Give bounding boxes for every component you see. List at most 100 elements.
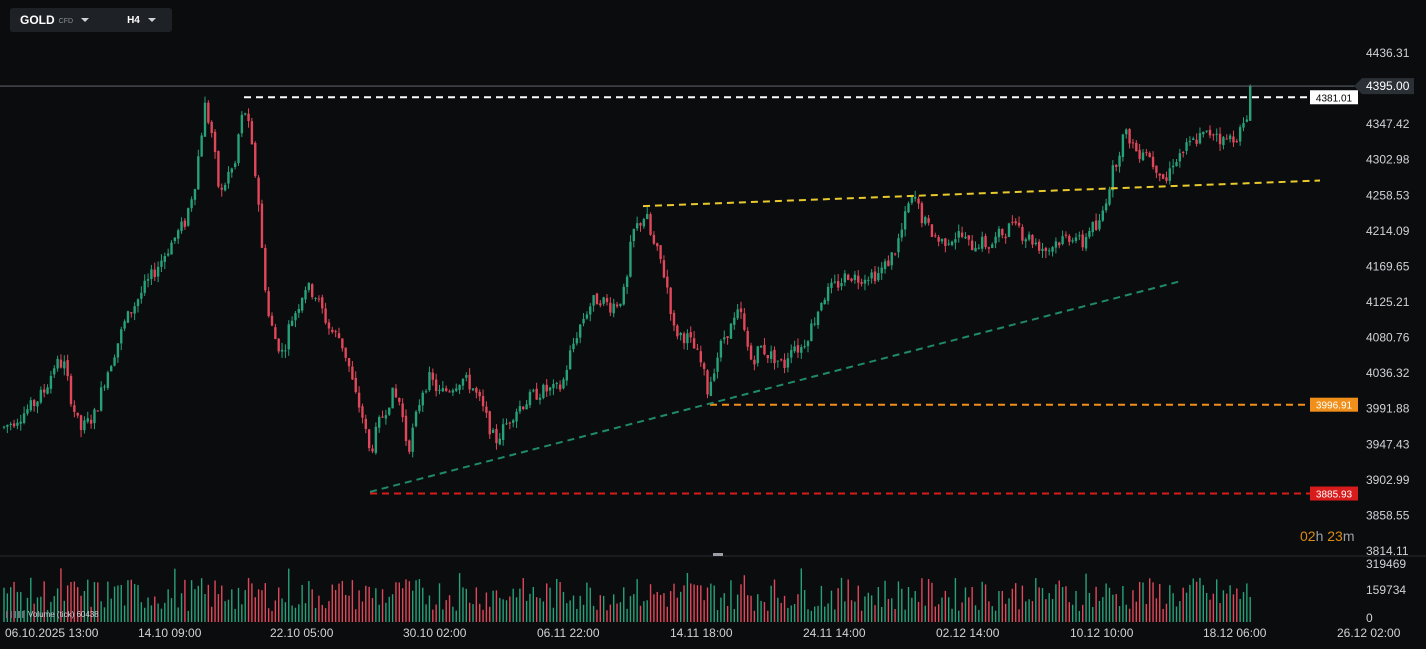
support-orange-tag-label: 3996.91 — [1316, 401, 1353, 412]
volume-bar — [917, 601, 920, 622]
candle-body — [1175, 162, 1178, 167]
volume-bar — [616, 603, 618, 622]
candle-body — [743, 313, 746, 330]
volume-bar — [867, 592, 869, 622]
candle-body — [1148, 153, 1151, 158]
candle-body — [890, 252, 893, 266]
candle-body — [364, 418, 367, 429]
candle-body — [589, 306, 592, 315]
timeframe-selector[interactable]: H4 — [127, 14, 140, 26]
candle-body — [475, 388, 478, 393]
candle-body — [59, 359, 63, 368]
volume-bar — [958, 610, 960, 622]
volume-bar — [107, 581, 109, 622]
volume-bar — [167, 589, 169, 622]
symbol-name[interactable]: GOLD — [20, 13, 55, 27]
candle-body — [753, 359, 756, 365]
candle-body — [411, 427, 414, 452]
candle-body — [133, 306, 136, 314]
candle-body — [525, 404, 528, 410]
volume-bar — [288, 568, 290, 622]
volume-bar — [619, 602, 622, 622]
symbol-dropdown-icon[interactable] — [81, 18, 90, 22]
candle-body — [321, 297, 324, 309]
candle-body — [39, 389, 43, 403]
volume-bar — [820, 585, 823, 622]
candle-body — [1218, 133, 1222, 145]
volume-bar — [428, 595, 431, 622]
candle-body — [548, 387, 552, 391]
candle-body — [562, 379, 565, 389]
volume-bar — [254, 597, 256, 622]
candle-body — [1151, 156, 1155, 168]
candle-body — [130, 312, 133, 314]
volume-bar — [237, 587, 240, 622]
candle-body — [384, 415, 388, 419]
candle-body — [542, 384, 545, 398]
volume-tick-label: 0 — [1366, 611, 1373, 625]
timeframe-dropdown-icon[interactable] — [147, 18, 156, 22]
candle-body — [1048, 250, 1051, 252]
volume-bar — [505, 600, 508, 622]
candle-body — [602, 297, 605, 304]
volume-bar — [492, 590, 494, 622]
volume-indicator-label[interactable]: Volume (tick) 60438 — [6, 610, 99, 619]
candle-body — [950, 241, 954, 246]
candle-body — [254, 142, 257, 177]
volume-bar — [93, 582, 96, 622]
volume-bar — [298, 604, 300, 622]
volume-bar — [680, 591, 682, 622]
candle-body — [267, 291, 270, 317]
candle-body — [438, 389, 441, 391]
x-tick-label: 24.11 14:00 — [803, 626, 866, 640]
candle-body — [297, 309, 300, 313]
candle-body — [1168, 168, 1171, 181]
volume-bar — [780, 602, 782, 622]
volume-bar — [827, 603, 829, 622]
volume-bar — [891, 598, 893, 622]
candle-body — [622, 286, 625, 305]
candle-body — [826, 286, 830, 301]
volume-bar — [46, 609, 49, 622]
y-tick-label: 3858.55 — [1366, 508, 1410, 522]
volume-bar — [1068, 602, 1070, 622]
candle-body — [210, 121, 213, 134]
candle-body — [257, 177, 260, 205]
symbol-type: CFD — [58, 17, 74, 25]
volume-bar — [753, 610, 756, 622]
candle-body — [1245, 119, 1249, 122]
candle-body — [140, 292, 143, 299]
volume-bar — [30, 577, 32, 622]
candle-body — [26, 409, 29, 414]
volume-bar — [16, 591, 19, 622]
candle-body — [1027, 234, 1031, 240]
volume-bar — [442, 609, 444, 622]
candle-body — [803, 346, 806, 348]
candle-body — [776, 360, 780, 362]
candle-body — [853, 274, 857, 281]
y-tick-label: 4169.65 — [1366, 259, 1410, 273]
candle-body — [897, 238, 900, 253]
candle-body — [967, 235, 970, 240]
candle-body — [190, 199, 193, 209]
candle-body — [1125, 129, 1128, 135]
candle-body — [200, 135, 203, 157]
candle-body — [116, 343, 120, 358]
candle-body — [9, 423, 12, 425]
volume-bar — [562, 591, 565, 622]
volume-bar — [881, 606, 883, 622]
candle-body — [73, 405, 76, 412]
candle-body — [649, 214, 652, 235]
volume-bar — [800, 568, 802, 622]
candle-body — [1138, 149, 1141, 159]
volume-bar — [180, 593, 183, 622]
x-tick-label: 26.12 02:00 — [1337, 626, 1401, 640]
volume-bar — [284, 602, 287, 622]
volume-bar — [911, 597, 913, 622]
candle-body — [505, 423, 508, 425]
volume-bar — [793, 603, 796, 622]
candle-body — [213, 131, 217, 153]
lower-channel-trendline — [369, 279, 1184, 493]
candle-body — [870, 272, 873, 279]
